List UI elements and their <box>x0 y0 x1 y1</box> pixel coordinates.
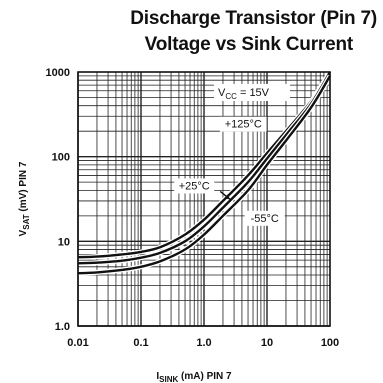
annotation-label-0: +125°C <box>225 119 262 131</box>
series-line-2 <box>77 75 332 275</box>
axis-labels: ISINK (mA) PIN 7 VSAT (mV) PIN 7 <box>18 161 232 383</box>
annotation-backing <box>244 210 285 226</box>
x-axis-label: ISINK (mA) PIN 7 <box>156 371 232 383</box>
grid <box>77 72 330 327</box>
x-tick-label: 10 <box>261 337 273 349</box>
annotations: VCC = 15V +125°C +25°C -55°C <box>174 84 290 226</box>
plot-frame <box>77 71 331 327</box>
series-line-1 <box>77 71 332 265</box>
condition-backing <box>214 84 290 101</box>
y-axis-label: VSAT (mV) PIN 7 <box>18 161 31 236</box>
chart-title-line-2: Voltage vs Sink Current <box>144 34 354 55</box>
chart-title-line-1: Discharge Transistor (Pin 7) <box>130 8 377 29</box>
annotation-label-2: -55°C <box>251 213 279 225</box>
condition-label: VCC = 15V <box>218 87 270 101</box>
x-tick-label: 1.0 <box>196 337 211 349</box>
annotation-arrowhead <box>225 194 231 200</box>
x-tick-label: 0.01 <box>67 337 88 349</box>
y-tick-label: 10 <box>58 236 70 248</box>
annotation-backing <box>174 178 215 194</box>
annotation-label-1: +25°C <box>179 180 210 192</box>
tick-labels: 0.01 0.1 1.0 10 100 1.0 10 100 1000 <box>46 67 340 349</box>
y-tick-label: 1.0 <box>55 321 70 333</box>
x-tick-label: 0.1 <box>133 337 148 349</box>
y-tick-label: 1000 <box>46 67 70 79</box>
x-tick-label: 100 <box>321 337 339 349</box>
annotation-backing <box>219 116 267 132</box>
y-tick-label: 100 <box>52 152 70 164</box>
curves <box>77 70 333 276</box>
